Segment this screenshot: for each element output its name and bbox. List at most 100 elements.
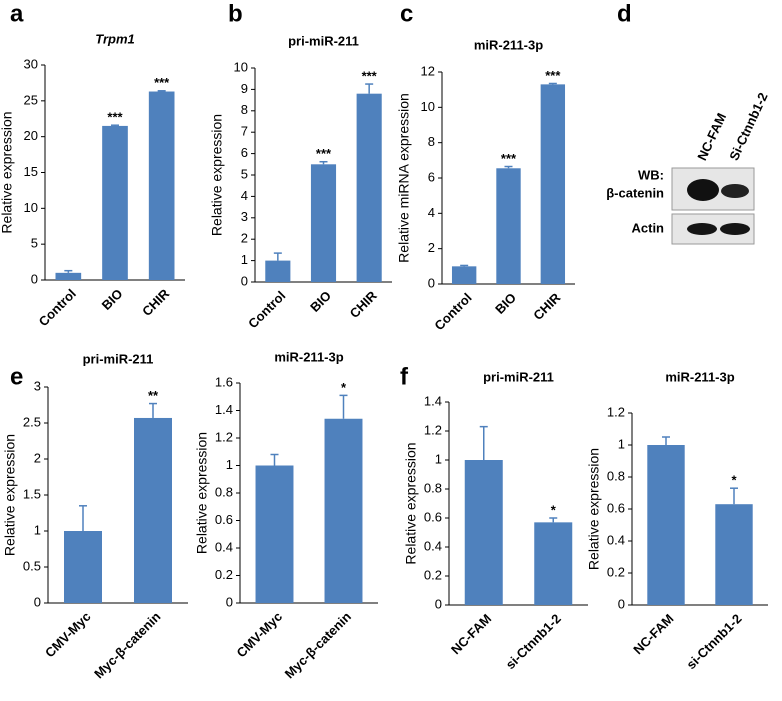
y-tick-label: 3 — [241, 209, 248, 224]
y-tick-label: 0 — [34, 594, 41, 609]
y-tick-label: 0 — [241, 273, 248, 288]
y-axis-label: Relative expression — [586, 448, 602, 570]
significance: *** — [316, 146, 332, 161]
y-tick-label: 2.5 — [23, 414, 41, 429]
y-tick-label: 1.2 — [215, 429, 233, 444]
bar — [310, 164, 337, 282]
y-axis-label: Relative expression — [403, 442, 419, 564]
y-tick-label: 0.6 — [215, 512, 233, 527]
y-tick-label: 6 — [241, 145, 248, 160]
y-tick-label: 10 — [234, 59, 248, 74]
y-tick-label: 0 — [618, 596, 625, 611]
significance: ** — [148, 388, 159, 403]
bar — [255, 465, 294, 603]
bar — [148, 91, 175, 281]
band — [687, 179, 719, 201]
y-tick-label: 3 — [34, 378, 41, 393]
y-tick-label: 0.4 — [424, 538, 442, 553]
y-tick-label: 12 — [421, 63, 435, 78]
y-tick-label: 2 — [34, 450, 41, 465]
y-axis-label: Relative expression — [194, 432, 210, 554]
bar — [64, 531, 102, 603]
band — [720, 223, 750, 235]
y-tick-label: 4 — [241, 188, 248, 203]
y-tick-label: 1 — [435, 451, 442, 466]
y-tick-label: 20 — [24, 128, 38, 143]
significance: *** — [545, 68, 561, 83]
band — [687, 223, 717, 235]
significance: *** — [107, 110, 123, 125]
probe-prefix: WB: — [638, 167, 664, 182]
y-axis-label: Relative expression — [209, 114, 225, 236]
chart-title: pri-miR-211 — [288, 33, 359, 48]
significance: * — [731, 473, 737, 488]
y-tick-label: 1.4 — [215, 402, 233, 417]
chart-title: pri-miR-211 — [83, 351, 154, 366]
panel-label: f — [400, 363, 409, 390]
y-axis-label: Relative expression — [0, 111, 15, 233]
y-tick-label: 0.8 — [215, 484, 233, 499]
y-tick-label: 1.2 — [607, 404, 625, 419]
significance: * — [551, 502, 557, 517]
y-tick-label: 5 — [241, 166, 248, 181]
y-tick-label: 10 — [24, 200, 38, 215]
y-tick-label: 0.2 — [424, 567, 442, 582]
y-tick-label: 30 — [24, 56, 38, 71]
bar — [647, 445, 685, 605]
band — [721, 184, 749, 198]
y-tick-label: 1 — [618, 436, 625, 451]
bar — [715, 504, 753, 605]
y-tick-label: 0.6 — [607, 500, 625, 515]
y-tick-label: 0 — [428, 275, 435, 290]
chart-title: pri-miR-211 — [483, 369, 554, 384]
significance: * — [341, 380, 347, 395]
y-tick-label: 0 — [31, 271, 38, 286]
chart-title: miR-211-3p — [274, 349, 343, 364]
panel-label: a — [10, 0, 24, 27]
chart-title: miR-211-3p — [474, 37, 543, 52]
y-tick-label: 8 — [241, 102, 248, 117]
y-tick-label: 4 — [428, 205, 435, 220]
y-tick-label: 0.5 — [23, 558, 41, 573]
y-tick-label: 0.2 — [215, 567, 233, 582]
y-tick-label: 10 — [421, 99, 435, 114]
bar — [324, 418, 363, 603]
panel-label: b — [228, 0, 243, 27]
y-tick-label: 1.5 — [23, 486, 41, 501]
y-tick-label: 6 — [428, 169, 435, 184]
bar — [134, 417, 172, 603]
chart-title: miR-211-3p — [665, 369, 734, 384]
y-tick-label: 1.4 — [424, 393, 442, 408]
bar — [55, 272, 82, 280]
y-tick-label: 0.8 — [424, 480, 442, 495]
y-tick-label: 0.8 — [607, 468, 625, 483]
bar — [451, 266, 477, 284]
bar — [102, 125, 128, 281]
y-tick-label: 0.4 — [215, 539, 233, 554]
y-axis-label: Relative expression — [2, 434, 18, 556]
y-tick-label: 0.2 — [607, 564, 625, 579]
panel-label: d — [617, 0, 632, 27]
bar — [540, 84, 566, 284]
panel-label: c — [400, 0, 413, 27]
y-tick-label: 1 — [34, 522, 41, 537]
significance: *** — [154, 75, 170, 90]
y-tick-label: 15 — [24, 164, 38, 179]
y-tick-label: 0.6 — [424, 509, 442, 524]
bar — [265, 260, 291, 282]
blot-row-label: β-catenin — [606, 185, 664, 200]
y-tick-label: 0 — [226, 594, 233, 609]
y-tick-label: 2 — [428, 240, 435, 255]
y-tick-label: 7 — [241, 124, 248, 139]
y-tick-label: 8 — [428, 134, 435, 149]
blot-row-label: Actin — [632, 220, 665, 235]
y-tick-label: 1 — [226, 457, 233, 472]
bar — [534, 522, 573, 605]
y-tick-label: 0 — [435, 596, 442, 611]
y-tick-label: 9 — [241, 81, 248, 96]
y-tick-label: 2 — [241, 231, 248, 246]
y-tick-label: 25 — [24, 92, 38, 107]
y-axis-label: Relative miRNA expression — [396, 93, 412, 263]
y-tick-label: 1 — [241, 252, 248, 267]
